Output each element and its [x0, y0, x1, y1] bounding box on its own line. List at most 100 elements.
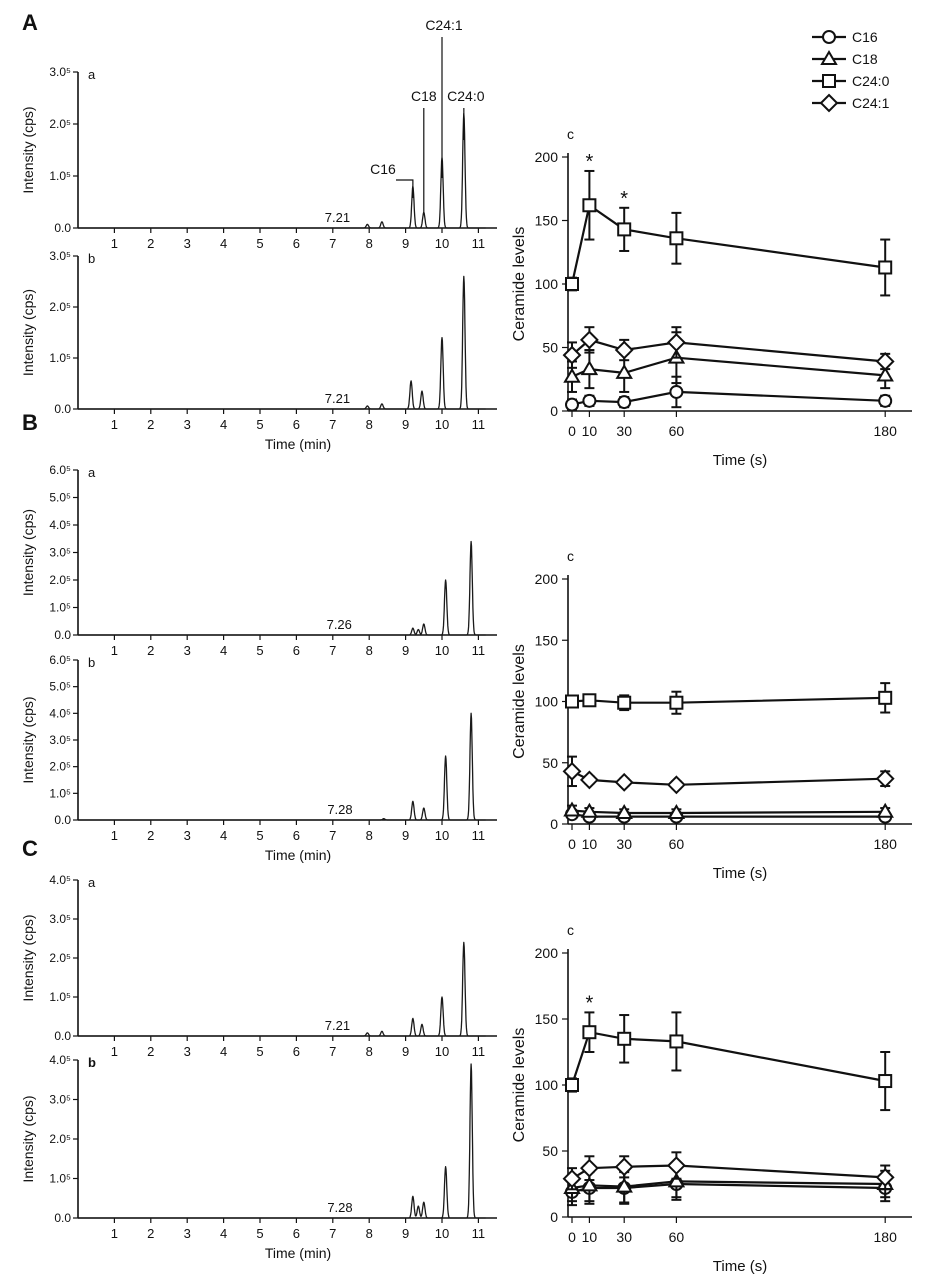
x-tick-label: 2 [147, 1226, 154, 1241]
x-tick-label: 7 [329, 1226, 336, 1241]
series-C24-1 [562, 755, 895, 795]
x-tick-label: 4 [220, 643, 227, 658]
x-tick-label: 10 [582, 423, 598, 439]
data-point [666, 1156, 686, 1175]
x-tick-label: 6 [293, 828, 300, 843]
x-tick-label: 3 [184, 1226, 191, 1241]
x-tick-label: 11 [472, 236, 486, 251]
series-line [571, 809, 886, 815]
x-axis-label: Time (s) [713, 1258, 767, 1275]
peak-label: C16 [370, 161, 396, 177]
panel-letter: B [22, 410, 38, 435]
significance-star: * [620, 188, 628, 210]
x-tick-label: 6 [293, 417, 300, 432]
data-point [582, 1025, 597, 1040]
legend-label: C18 [852, 51, 878, 67]
y-tick-label: 6.0⁵ [49, 653, 71, 667]
data-point [614, 772, 634, 792]
x-tick-label: 5 [256, 1226, 263, 1241]
data-point [878, 393, 893, 408]
x-tick-label: 60 [669, 423, 685, 439]
retention-marker: 7.28 [327, 802, 352, 817]
y-tick-label: 200 [535, 571, 559, 587]
x-tick-label: 30 [616, 423, 632, 439]
y-axis-label: Intensity (cps) [20, 696, 36, 783]
x-tick-label: 11 [472, 643, 486, 658]
x-tick-label: 9 [402, 828, 409, 843]
data-point [617, 1031, 632, 1046]
data-point [876, 802, 894, 818]
legend-item-C16: C16 [812, 29, 878, 45]
y-tick-label: 0 [550, 1209, 558, 1225]
data-point [669, 384, 684, 399]
y-tick-label: 200 [535, 149, 559, 165]
x-tick-label: 3 [184, 417, 191, 432]
x-tick-label: 3 [184, 236, 191, 251]
y-tick-label: 2.0⁵ [49, 760, 71, 774]
series-C24-0 [565, 682, 893, 715]
x-tick-label: 2 [147, 417, 154, 432]
retention-marker: 7.21 [325, 1018, 350, 1033]
data-point [617, 222, 632, 237]
y-tick-label: 4.0⁵ [49, 1053, 71, 1067]
x-tick-label: 9 [402, 417, 409, 432]
x-tick-label: 1 [111, 1044, 118, 1059]
panel-A: Aa0.01.0⁵2.0⁵3.0⁵1 2 3 4 5 6 7 8 9 10 11Intensity … [20, 10, 912, 469]
x-tick-label: 30 [616, 1229, 632, 1245]
y-axis-label: Intensity (cps) [20, 106, 36, 193]
chromatogram-b: b 0.0 1.0⁵ 2.0⁵ 3.0⁵ 4.0⁵ 1 2 3 4 5 6 7 8 9 10 11 Intensi… [20, 1053, 497, 1261]
x-tick-label: 5 [256, 417, 263, 432]
y-tick-label: 2.0⁵ [49, 300, 71, 314]
data-point [669, 1034, 684, 1049]
y-tick-label: 0 [550, 403, 558, 419]
chromatogram-a: a 0.0 1.0⁵ 2.0⁵ 3.0⁵ 1 2 3 4 5 6 7 8 9 10 11 Intensity (… [20, 17, 497, 251]
x-tick-label: 7 [329, 236, 336, 251]
levels-plot-B: c 0 50 100 150 200 0 10 30 60 180 Ceramide levels Ti… [511, 548, 912, 882]
legend-marker [822, 30, 836, 44]
x-tick-label: 6 [293, 1044, 300, 1059]
y-tick-label: 6.0⁵ [49, 463, 71, 477]
panel-letter: A [22, 10, 38, 35]
x-tick-label: 7 [329, 417, 336, 432]
y-tick-label: 1.0⁵ [49, 601, 71, 615]
data-point [614, 340, 634, 360]
y-tick-label: 1.0⁵ [49, 786, 71, 800]
y-tick-label: 4.0⁵ [49, 706, 71, 720]
retention-marker: 7.21 [325, 391, 350, 406]
y-tick-label: 3.0⁵ [49, 1093, 71, 1107]
data-point [878, 1074, 893, 1089]
data-point [565, 1078, 579, 1092]
legend-marker [819, 93, 839, 113]
panel-letter: C [22, 836, 38, 861]
subpanel-label: a [88, 67, 96, 82]
x-tick-label: 8 [366, 1044, 373, 1059]
peak-label: C24:1 [425, 17, 463, 33]
y-tick-label: 50 [542, 755, 558, 771]
legend: C16 C18 C24:0 C24:1 [812, 29, 890, 113]
peak-label: C18 [411, 88, 437, 104]
data-point [617, 395, 632, 410]
legend-item-C24-0: C24:0 [812, 73, 890, 89]
peak-label: C24:0 [447, 88, 485, 104]
x-tick-label: 9 [402, 1044, 409, 1059]
y-axis-label: Ceramide levels [511, 644, 528, 759]
x-tick-label: 0 [568, 1229, 576, 1245]
x-tick-label: 11 [472, 1226, 486, 1241]
y-tick-label: 1.0⁵ [49, 990, 71, 1004]
x-tick-label: 10 [582, 1229, 598, 1245]
panel-B: Ba0.01.0⁵2.0⁵3.0⁵4.0⁵5.0⁵6.0⁵1 2 3 4 5 6 7 8 9 10… [20, 410, 912, 882]
x-axis-label: Time (s) [713, 865, 767, 882]
x-tick-label: 4 [220, 1226, 227, 1241]
x-tick-label: 3 [184, 828, 191, 843]
y-tick-label: 200 [535, 945, 559, 961]
series-C18 [563, 801, 894, 819]
legend-label: C16 [852, 29, 878, 45]
data-point [582, 198, 597, 213]
x-tick-label: 2 [147, 236, 154, 251]
y-axis-label: Intensity (cps) [20, 509, 36, 596]
x-tick-label: 1 [111, 1226, 118, 1241]
legend-item-C18: C18 [812, 50, 878, 67]
chromatogram-trace [77, 540, 486, 636]
x-tick-label: 10 [582, 836, 598, 852]
